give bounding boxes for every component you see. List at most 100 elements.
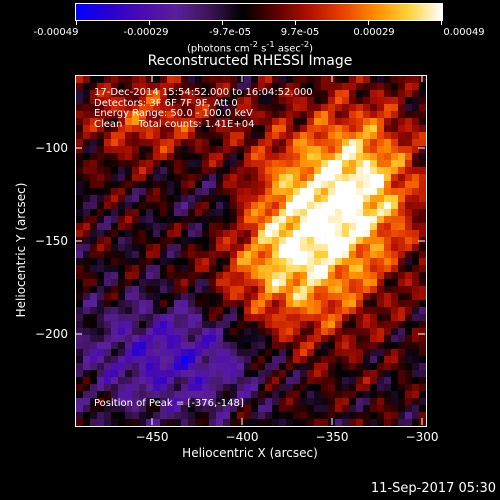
y-tick-label: −200 <box>35 327 68 341</box>
heatmap-cell <box>181 230 189 238</box>
heatmap-cell <box>237 314 245 322</box>
heatmap-cell <box>293 90 301 98</box>
heatmap-cell <box>202 160 210 168</box>
heatmap-cell <box>118 272 126 280</box>
heatmap-cell <box>370 370 378 378</box>
heatmap-cell <box>181 160 189 168</box>
heatmap-cell <box>349 293 357 301</box>
heatmap-cell <box>321 125 329 133</box>
heatmap-cell <box>412 160 420 168</box>
heatmap-cell <box>307 188 315 196</box>
heatmap-cell <box>370 335 378 343</box>
heatmap-cell <box>181 335 189 343</box>
heatmap-cell <box>370 146 378 154</box>
heatmap-cell <box>195 76 203 84</box>
heatmap-cell <box>384 272 392 280</box>
heatmap-cell <box>251 356 259 364</box>
heatmap-cell <box>230 195 238 203</box>
heatmap-cell <box>139 104 147 112</box>
heatmap-cell <box>111 174 119 182</box>
heatmap-cell <box>146 398 154 406</box>
heatmap-cell <box>76 90 84 98</box>
heatmap-cell <box>244 412 252 420</box>
heatmap-cell <box>300 300 308 308</box>
heatmap-cell <box>111 209 119 217</box>
heatmap-cell <box>111 405 119 413</box>
heatmap-cell <box>377 174 385 182</box>
heatmap-cell <box>251 398 259 406</box>
heatmap-cell <box>384 370 392 378</box>
heatmap-cell <box>370 181 378 189</box>
heatmap-cell <box>412 377 420 385</box>
heatmap-cell <box>216 356 224 364</box>
heatmap-cell <box>139 265 147 273</box>
heatmap-cell <box>216 83 224 91</box>
heatmap-cell <box>412 405 420 413</box>
heatmap-cell <box>174 363 182 371</box>
heatmap-cell <box>216 412 224 420</box>
heatmap-cell <box>160 384 168 392</box>
heatmap-cell <box>97 118 105 126</box>
heatmap-cell <box>132 216 140 224</box>
heatmap-cell <box>244 195 252 203</box>
heatmap-cell <box>153 125 161 133</box>
heatmap-cell <box>384 181 392 189</box>
heatmap-cell <box>244 328 252 336</box>
heatmap-cell <box>153 223 161 231</box>
heatmap-cell <box>167 139 175 147</box>
heatmap-cell <box>174 230 182 238</box>
heatmap-cell <box>230 293 238 301</box>
heatmap-cell <box>83 90 91 98</box>
heatmap-cell <box>412 370 420 378</box>
heatmap-cell <box>76 363 84 371</box>
heatmap-cell <box>370 328 378 336</box>
heatmap-cell <box>237 174 245 182</box>
heatmap-cell <box>181 314 189 322</box>
heatmap-cell <box>335 188 343 196</box>
heatmap-cell <box>237 265 245 273</box>
heatmap-cell <box>349 146 357 154</box>
heatmap-cell <box>251 370 259 378</box>
heatmap-cell <box>223 160 231 168</box>
heatmap-cell <box>314 160 322 168</box>
heatmap-cell <box>132 370 140 378</box>
heatmap-cell <box>118 104 126 112</box>
heatmap-cell <box>146 370 154 378</box>
heatmap-cell <box>223 265 231 273</box>
heatmap-cell <box>398 237 406 245</box>
heatmap-cell <box>125 265 133 273</box>
heatmap-cell <box>188 237 196 245</box>
heatmap-cell <box>167 265 175 273</box>
heatmap-cell <box>377 328 385 336</box>
heatmap-cell <box>251 321 259 329</box>
heatmap-cell <box>419 272 426 280</box>
heatmap-cell <box>160 412 168 420</box>
heatmap-cell <box>398 328 406 336</box>
heatmap-cell <box>104 90 112 98</box>
heatmap-cell <box>335 230 343 238</box>
heatmap-cell <box>223 335 231 343</box>
heatmap-cell <box>412 412 420 420</box>
heatmap-cell <box>202 286 210 294</box>
heatmap-cell <box>251 391 259 399</box>
heatmap-cell <box>209 279 217 287</box>
heatmap-cell <box>251 405 259 413</box>
heatmap-cell <box>139 419 147 426</box>
heatmap-cell <box>363 237 371 245</box>
heatmap-cell <box>335 216 343 224</box>
heatmap-cell <box>167 419 175 426</box>
heatmap-cell <box>76 391 84 399</box>
heatmap-cell <box>258 391 266 399</box>
heatmap-cell <box>83 377 91 385</box>
heatmap-cell <box>279 391 287 399</box>
heatmap-cell <box>230 83 238 91</box>
heatmap-cell <box>90 181 98 189</box>
heatmap-cell <box>223 384 231 392</box>
heatmap-cell <box>146 412 154 420</box>
heatmap-cell <box>384 118 392 126</box>
y-tick-label: −100 <box>35 141 68 155</box>
heatmap-cell <box>314 258 322 266</box>
heatmap-cell <box>356 216 364 224</box>
heatmap-cell <box>230 90 238 98</box>
heatmap-cell <box>398 335 406 343</box>
